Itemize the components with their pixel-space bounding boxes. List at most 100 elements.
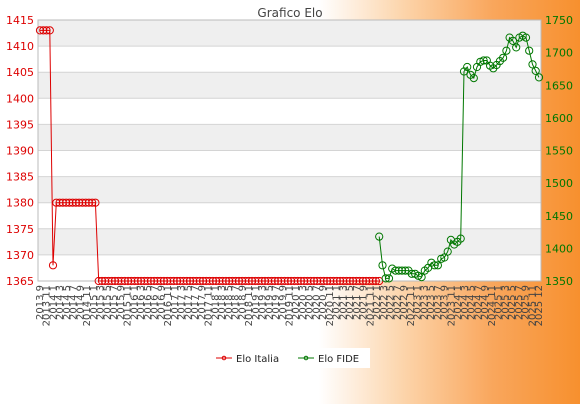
point-elo-italia bbox=[163, 276, 172, 286]
grid-band bbox=[38, 98, 541, 125]
point-elo-italia bbox=[257, 276, 266, 286]
point-elo-italia bbox=[94, 276, 103, 286]
point-elo-fide bbox=[469, 74, 478, 83]
point-elo-italia bbox=[192, 276, 201, 286]
point-elo-italia bbox=[215, 276, 224, 286]
x-tick-label: 2020 9 bbox=[318, 285, 329, 320]
point-elo-italia bbox=[202, 276, 211, 286]
x-tick-label: 2016 9 bbox=[156, 285, 167, 320]
x-tick-label: 2017 5 bbox=[183, 285, 194, 320]
point-elo-italia bbox=[358, 276, 367, 286]
point-elo-italia bbox=[303, 276, 312, 286]
left-tick-label: 1400 bbox=[6, 92, 34, 105]
x-tick-label: 2015 5 bbox=[102, 285, 113, 320]
point-elo-fide bbox=[394, 266, 403, 275]
point-elo-italia bbox=[104, 276, 113, 286]
point-elo-italia bbox=[150, 276, 159, 286]
x-tick-label: 2023 3 bbox=[419, 285, 430, 320]
point-elo-italia bbox=[179, 276, 188, 286]
x-tick-label: 2021 1 bbox=[332, 285, 343, 320]
point-elo-italia bbox=[287, 276, 296, 286]
left-tick-label: 1415 bbox=[6, 14, 34, 27]
point-elo-fide bbox=[381, 274, 390, 283]
point-elo-italia bbox=[254, 276, 263, 286]
legend-marker-elo-italia bbox=[221, 355, 227, 361]
point-elo-fide bbox=[479, 56, 488, 65]
point-elo-italia bbox=[140, 276, 149, 286]
point-elo-italia bbox=[326, 276, 335, 286]
point-elo-italia bbox=[352, 276, 361, 286]
point-elo-italia bbox=[306, 276, 315, 286]
point-elo-italia bbox=[143, 276, 152, 286]
x-tick-label: 2024 11 bbox=[487, 285, 498, 326]
point-elo-italia bbox=[212, 276, 221, 286]
x-tick-label: 2024 1 bbox=[453, 285, 464, 320]
x-tick-label: 2018 7 bbox=[231, 285, 242, 320]
x-tick-label: 2014 3 bbox=[55, 285, 66, 320]
point-elo-italia bbox=[221, 276, 230, 286]
right-tick-label: 1600 bbox=[545, 112, 573, 125]
point-elo-fide bbox=[443, 247, 452, 256]
grid-band bbox=[38, 176, 541, 203]
point-elo-italia bbox=[159, 276, 168, 286]
point-elo-italia bbox=[81, 198, 90, 207]
point-elo-fide bbox=[384, 274, 394, 283]
point-elo-italia bbox=[293, 276, 302, 286]
x-tick-label: 2016 1 bbox=[129, 285, 140, 320]
point-elo-italia bbox=[84, 198, 94, 207]
point-elo-italia bbox=[260, 276, 270, 286]
x-tick-label: 2018 9 bbox=[237, 285, 248, 320]
point-elo-italia bbox=[228, 276, 237, 286]
point-elo-italia bbox=[270, 276, 279, 286]
x-tick-label: 2019 11 bbox=[285, 285, 296, 326]
x-tick-label: 2018 5 bbox=[224, 285, 235, 320]
point-elo-italia bbox=[133, 276, 142, 286]
grid-band bbox=[38, 150, 541, 177]
point-elo-italia bbox=[78, 198, 87, 207]
point-elo-italia bbox=[127, 276, 136, 286]
x-tick-label: 2021 11 bbox=[365, 285, 376, 326]
x-tick-label: 2016 3 bbox=[136, 285, 147, 320]
point-elo-italia bbox=[120, 276, 129, 286]
point-elo-italia bbox=[316, 276, 325, 286]
x-tick-label: 2015 7 bbox=[109, 285, 120, 320]
point-elo-italia bbox=[68, 198, 77, 207]
point-elo-fide bbox=[528, 60, 537, 69]
left-tick-label: 1410 bbox=[6, 40, 34, 53]
point-elo-italia bbox=[329, 276, 338, 286]
point-elo-fide bbox=[521, 33, 531, 42]
point-elo-fide bbox=[508, 36, 518, 46]
point-elo-fide bbox=[512, 43, 521, 52]
point-elo-fide bbox=[397, 266, 407, 275]
point-elo-italia bbox=[238, 276, 247, 286]
point-elo-fide bbox=[375, 232, 384, 241]
x-tick-label: 2023 11 bbox=[446, 285, 457, 326]
x-tick-label: 2024 9 bbox=[480, 285, 491, 320]
x-tick-label: 2016 11 bbox=[163, 285, 174, 326]
right-axis: 1350 1400 1450 1500 1550 1600 1650 1700 1750 bbox=[545, 14, 573, 288]
grid-band bbox=[38, 46, 541, 73]
left-tick-label: 1405 bbox=[6, 66, 34, 79]
x-tick-label: 2019 5 bbox=[264, 285, 275, 320]
point-elo-italia bbox=[362, 276, 371, 286]
right-tick-label: 1550 bbox=[545, 145, 573, 158]
x-tick-label: 2014 11 bbox=[82, 285, 93, 326]
x-tick-label: 2022 5 bbox=[386, 285, 397, 320]
point-elo-italia bbox=[225, 276, 234, 286]
point-elo-italia bbox=[355, 276, 364, 286]
point-elo-italia bbox=[277, 276, 286, 286]
grid-band bbox=[38, 254, 541, 281]
point-elo-italia bbox=[244, 276, 253, 286]
x-tick-label: 2021 5 bbox=[345, 285, 356, 320]
x-tick-label: 2014 9 bbox=[75, 285, 86, 320]
x-tick-label: 2023 5 bbox=[426, 285, 437, 320]
x-tick-label: 2022 7 bbox=[392, 285, 403, 320]
point-elo-italia bbox=[267, 276, 276, 286]
left-tick-label: 1395 bbox=[6, 118, 34, 131]
legend-marker-elo-fide bbox=[303, 355, 309, 361]
x-tick-label: 2019 9 bbox=[278, 285, 289, 320]
x-tick-label: 2021 9 bbox=[359, 285, 370, 320]
point-elo-italia bbox=[55, 198, 64, 207]
